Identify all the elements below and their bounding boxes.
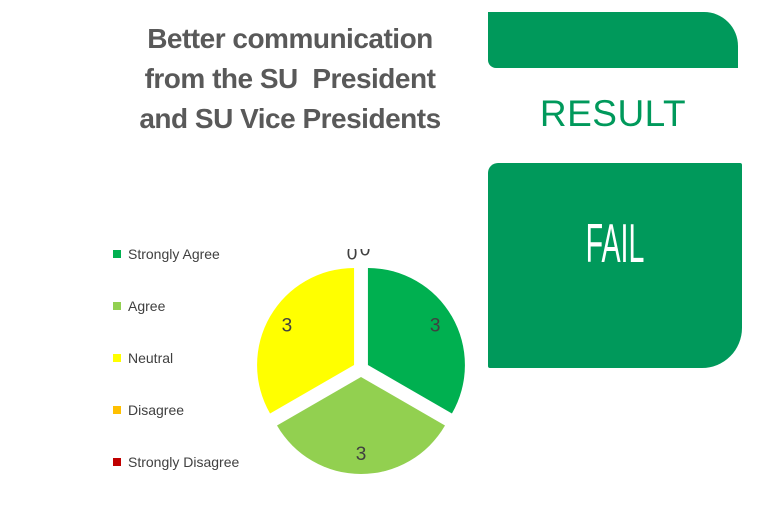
pie-data-label-disagree: 0 [347,249,358,265]
legend-swatch-icon [113,406,121,414]
legend-label: Agree [128,298,166,314]
legend-label: Strongly Disagree [128,454,240,470]
result-label: RESULT [539,93,687,134]
pie-legend: Strongly Agree Agree Neutral Disagree Strong… [113,228,239,488]
chart-title: Better communication from the SU Preside… [110,19,470,139]
legend-item: Strongly Agree [113,228,239,280]
pie-slice-strongly-agree [367,268,465,414]
pie-chart-svg: 3 3 3 0 0 [257,240,465,474]
legend-label: Disagree [128,402,185,418]
pie-data-label-strongly-disagree: 0 [360,249,371,261]
result-header-bar [488,12,738,68]
legend-item: Disagree [113,384,239,436]
pie-data-label-agree: 3 [356,444,367,465]
chart-title-line-2: from the SU President [144,63,436,94]
legend-label: Neutral [128,350,174,366]
legend-swatch-icon [113,354,121,362]
legend-item: Strongly Disagree [113,436,239,488]
legend-swatch-icon [113,250,121,258]
legend-swatch-icon [113,458,121,466]
pie-slice-agree [276,377,446,474]
legend-item: Agree [113,280,239,332]
chart-title-line-3: and SU Vice Presidents [139,103,441,134]
fail-status-box: FAIL [488,163,742,368]
pie-slice-neutral [257,268,355,414]
pie-data-label-strongly-agree: 3 [430,316,441,337]
legend-label: Strongly Agree [128,246,220,262]
legend-item: Neutral [113,332,239,384]
legend-swatch-icon [113,302,121,310]
chart-title-line-1: Better communication [147,23,433,54]
fail-status-label: FAIL [585,212,645,274]
pie-data-label-neutral: 3 [282,316,293,337]
